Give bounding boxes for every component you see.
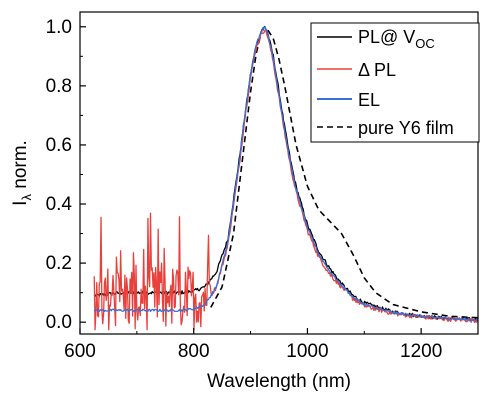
legend-label-pl-voc: PL@ VOC	[358, 27, 435, 51]
legend-label-delta-pl: Δ PL	[358, 60, 396, 80]
series-group	[93, 25, 479, 331]
y-tick-label: 1.0	[46, 17, 72, 38]
y-tick-label: 0.4	[46, 194, 73, 215]
y-tick-label: 0.8	[46, 76, 72, 97]
legend: PL@ VOC Δ PL EL pure Y6 film	[310, 22, 480, 143]
y-axis-title-main: I	[10, 201, 31, 206]
series-el	[93, 26, 479, 322]
y-axis-title-suffix: norm.	[10, 140, 31, 194]
y-axis-title: Iλ norm.	[10, 140, 34, 206]
y-tick-label: 0.6	[46, 135, 72, 156]
ticks-group: 600 800 1000 1200 0.0 0.2 0.4 0.6 0.8 1.0	[46, 17, 443, 362]
y-tick-label: 0.2	[46, 253, 72, 274]
plot-frame	[79, 11, 479, 335]
x-axis-title: Wavelength (nm)	[207, 371, 351, 392]
series-pure-y6	[210, 28, 478, 319]
x-tick-label: 1000	[286, 341, 328, 362]
legend-label-pure-y6: pure Y6 film	[358, 118, 454, 138]
legend-label-pl-voc-sub: OC	[415, 36, 435, 51]
x-tick-label: 600	[64, 341, 96, 362]
y-axis-title-sub: λ	[19, 194, 34, 201]
x-tick-label: 1200	[400, 341, 442, 362]
legend-box	[310, 22, 480, 143]
x-tick-label: 800	[178, 341, 210, 362]
legend-label-el: EL	[358, 90, 380, 110]
y-tick-label: 0.0	[46, 312, 72, 333]
legend-label-pl-voc-main: PL@ V	[358, 27, 415, 47]
